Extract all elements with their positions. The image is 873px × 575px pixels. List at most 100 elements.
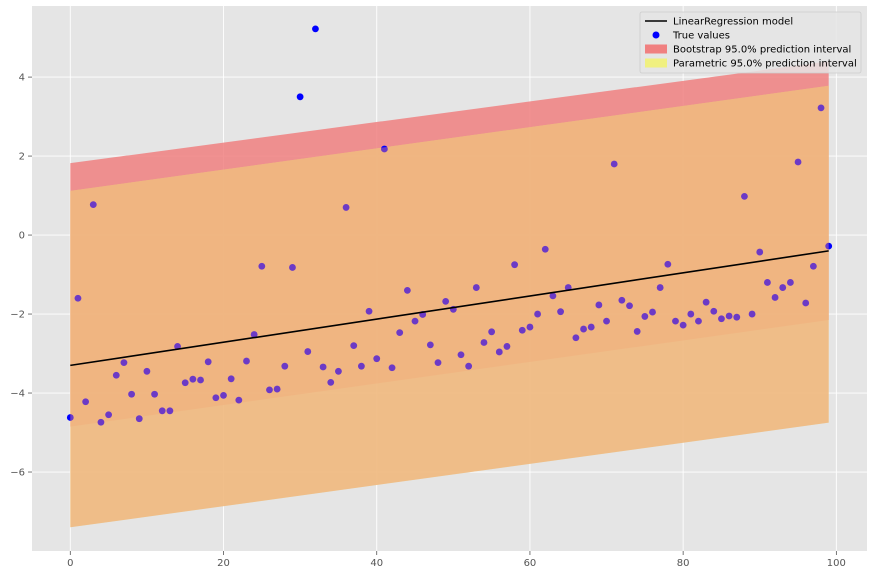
- true-value-point: [549, 292, 557, 300]
- y-tick-label: 4: [19, 73, 25, 84]
- true-value-point: [82, 398, 90, 406]
- parametric-interval-band: [70, 85, 829, 528]
- true-value-point: [771, 294, 779, 301]
- true-value-point: [664, 260, 672, 268]
- true-value-point: [388, 364, 396, 372]
- true-value-point: [679, 321, 687, 329]
- true-value-point: [764, 279, 771, 286]
- x-tick-label: 80: [677, 558, 690, 569]
- true-value-point: [794, 158, 802, 166]
- true-value-point: [380, 145, 388, 153]
- x-tick-label: 0: [67, 558, 73, 569]
- true-value-point: [817, 104, 825, 112]
- true-value-point: [143, 367, 151, 375]
- true-value-point: [802, 299, 810, 307]
- legend-parametric-label: Parametric 95.0% prediction interval: [673, 59, 857, 70]
- true-value-point: [426, 341, 434, 349]
- true-value-point: [672, 317, 679, 325]
- true-value-point: [151, 390, 158, 398]
- true-value-point: [112, 371, 120, 379]
- true-value-point: [825, 242, 833, 250]
- model-line-group: [70, 250, 829, 367]
- true-value-point: [457, 351, 465, 359]
- x-tick-label: 100: [827, 558, 846, 569]
- true-value-point: [725, 312, 733, 320]
- true-value-point: [572, 334, 580, 342]
- true-value-point: [105, 411, 113, 419]
- true-value-point: [403, 286, 411, 294]
- true-value-point: [710, 307, 718, 315]
- true-value-point: [74, 294, 82, 302]
- true-value-point: [718, 315, 725, 323]
- true-value-point: [235, 396, 243, 404]
- true-value-point: [633, 328, 641, 335]
- true-value-point: [281, 362, 289, 370]
- true-value-point: [488, 328, 496, 336]
- true-value-point: [166, 407, 174, 415]
- true-value-point: [128, 390, 135, 398]
- true-value-point: [342, 204, 350, 211]
- true-value-point: [312, 25, 319, 33]
- true-value-point: [580, 325, 587, 333]
- true-value-point: [335, 367, 342, 375]
- true-value-point: [626, 302, 633, 310]
- true-value-point: [89, 201, 97, 209]
- y-tick-label: 0: [19, 231, 25, 242]
- true-value-point: [273, 385, 281, 393]
- true-value-point: [495, 348, 503, 356]
- true-value-point: [296, 93, 304, 101]
- true-value-point: [204, 358, 212, 366]
- true-value-point: [695, 317, 702, 325]
- true-value-point: [66, 414, 74, 421]
- true-value-point: [702, 298, 710, 306]
- true-value-point: [97, 418, 105, 426]
- true-value-point: [748, 310, 756, 318]
- true-value-point: [327, 378, 335, 386]
- x-tick-label: 60: [524, 558, 537, 569]
- true-value-point: [189, 375, 197, 383]
- true-value-point: [243, 357, 250, 365]
- true-value-point: [786, 279, 794, 286]
- true-value-point: [358, 362, 365, 370]
- true-value-point: [641, 313, 649, 320]
- true-value-point: [511, 261, 519, 269]
- true-value-point: [541, 245, 549, 253]
- legend-parametric-swatch: [645, 58, 667, 68]
- true-value-point: [350, 342, 358, 350]
- legend-bootstrap-label: Bootstrap 95.0% prediction interval: [673, 45, 851, 56]
- true-value-point: [465, 362, 473, 370]
- true-value-point: [365, 307, 373, 315]
- x-axis-ticks: 0 20 40 60 80 100: [67, 551, 846, 569]
- band-tint-overlay: [70, 85, 829, 528]
- true-value-point: [411, 317, 419, 325]
- true-values-points: [66, 25, 833, 528]
- true-value-point: [220, 391, 227, 399]
- true-value-point: [518, 326, 526, 334]
- true-value-point: [618, 296, 626, 304]
- true-value-point: [158, 407, 166, 415]
- legend-true-values-label: True values: [672, 31, 730, 42]
- true-value-point: [472, 284, 480, 291]
- true-value-point: [610, 160, 618, 168]
- y-tick-label: −4: [10, 389, 25, 400]
- true-value-point: [595, 301, 603, 309]
- true-value-point: [534, 310, 541, 318]
- y-tick-label: −6: [10, 468, 25, 479]
- true-value-point: [434, 359, 442, 367]
- true-value-point: [649, 308, 656, 316]
- true-value-point: [756, 248, 764, 256]
- true-value-point: [212, 394, 220, 402]
- model-line: [70, 250, 829, 367]
- true-value-point: [227, 375, 235, 383]
- true-value-point: [135, 415, 143, 423]
- true-value-point: [258, 262, 266, 270]
- true-value-point: [687, 310, 695, 318]
- legend-true-values-swatch: [652, 31, 660, 39]
- true-value-point: [733, 313, 741, 321]
- y-tick-label: −2: [10, 310, 25, 321]
- true-value-point: [587, 323, 595, 331]
- legend-box: [639, 11, 862, 74]
- true-value-point: [266, 386, 273, 394]
- true-value-point: [319, 363, 327, 371]
